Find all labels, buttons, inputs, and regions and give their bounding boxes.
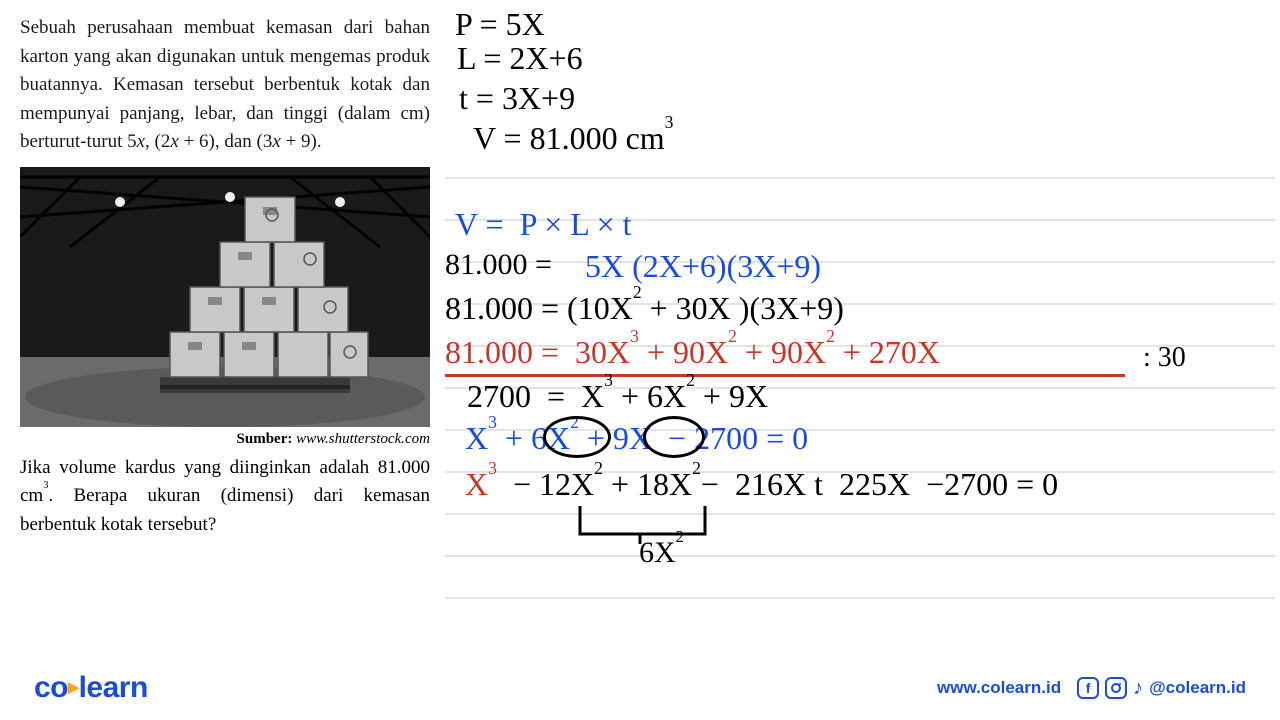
red-underline: [445, 374, 1125, 377]
instagram-icon: [1105, 677, 1127, 699]
facebook-icon: f: [1077, 677, 1099, 699]
tiktok-icon: ♪: [1133, 677, 1143, 699]
colearn-logo: co▸learn: [34, 671, 148, 705]
hw-line-p: P = 5X: [455, 6, 545, 43]
hw-line-l: L = 2X+6: [457, 40, 583, 77]
warehouse-image: [20, 167, 430, 427]
circle-annotation-1: [643, 416, 705, 458]
problem-text: Sebuah perusahaan membuat kemasan dari b…: [20, 14, 430, 157]
logo-dot: ▸: [68, 674, 79, 699]
hw-line-e3: 81.000 = 30X3 + 90X2 + 90X2 + 270X: [445, 334, 940, 371]
hw-line-e1a: 81.000 =: [445, 248, 552, 282]
image-source: Sumber: www.shutterstock.com: [20, 431, 430, 448]
hw-line-t: t = 3X+9: [459, 80, 575, 117]
circle-annotation-0: [543, 416, 611, 458]
hw-line-v: V = 81.000 cm3: [473, 120, 673, 157]
hw-line-e5: X3 + 6X2 + 9X − 2700 = 0: [465, 420, 808, 457]
footer-handle: @colearn.id: [1149, 678, 1246, 698]
hw-line-e4: 2700 = X3 + 6X2 + 9X: [467, 378, 768, 415]
logo-learn: learn: [79, 671, 148, 704]
hw-line-e6: − 12X2 + 18X2− 216X t 225X −2700 = 0: [513, 466, 1058, 503]
logo-co: co: [34, 671, 68, 704]
warehouse-illustration: [20, 167, 430, 427]
hw-line-div30: : 30: [1143, 342, 1186, 374]
problem-panel: Sebuah perusahaan membuat kemasan dari b…: [20, 14, 430, 539]
handwriting-panel: P = 5XL = 2X+6t = 3X+9V = 81.000 cm3 V = …: [445, 6, 1275, 606]
hw-line-e6x: X3: [465, 466, 497, 503]
hw-line-vf: V = P × L × t: [455, 206, 632, 243]
hw-line-e1b: 5X (2X+6)(3X+9): [585, 248, 821, 285]
footer-website: www.colearn.id: [937, 678, 1061, 698]
footer-bar: co▸learn www.colearn.id f ♪ @colearn.id: [0, 662, 1280, 720]
hw-line-e2: 81.000 = (10X2 + 30X )(3X+9): [445, 290, 844, 327]
question-text: Jika volume kardus yang diinginkan adala…: [20, 454, 430, 540]
source-label: Sumber:: [237, 431, 293, 447]
bracket-annotation: [575, 506, 725, 566]
footer-right: www.colearn.id f ♪ @colearn.id: [937, 677, 1246, 699]
source-url: www.shutterstock.com: [296, 431, 430, 447]
footer-social: f ♪ @colearn.id: [1077, 677, 1246, 699]
